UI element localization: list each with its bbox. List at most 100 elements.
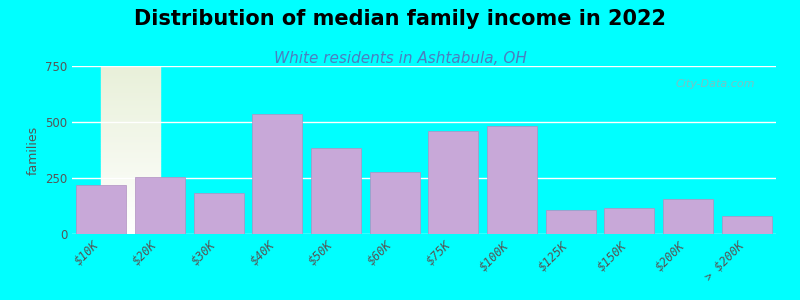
Bar [102, 120, 160, 122]
Bar [102, 153, 160, 155]
Bar [102, 197, 160, 199]
Bar [102, 211, 160, 212]
Bar [102, 180, 160, 182]
Bar [102, 128, 160, 130]
Bar [102, 136, 160, 138]
Bar [102, 195, 160, 197]
Bar [102, 94, 160, 96]
Bar [102, 220, 160, 222]
Bar [102, 189, 160, 190]
Bar [77, 185, 126, 234]
Bar [102, 148, 160, 150]
Bar [102, 164, 160, 165]
Bar [102, 158, 160, 160]
Bar [102, 68, 160, 69]
Bar [102, 130, 160, 131]
Bar [102, 113, 160, 115]
Bar [102, 76, 160, 78]
Bar [102, 81, 160, 83]
Bar [102, 108, 160, 110]
Bar [102, 212, 160, 214]
Bar [102, 222, 160, 224]
Bar [102, 101, 160, 103]
Bar [102, 106, 160, 108]
Bar [102, 103, 160, 105]
Bar [370, 172, 419, 234]
Bar [102, 175, 160, 177]
Bar [102, 142, 160, 143]
Bar [102, 110, 160, 111]
Bar [102, 118, 160, 120]
Bar [102, 165, 160, 167]
Bar [102, 93, 160, 94]
Bar [102, 131, 160, 133]
Bar [102, 122, 160, 123]
Bar [194, 193, 243, 234]
Bar [102, 78, 160, 80]
Bar [102, 185, 160, 187]
Bar [311, 148, 361, 234]
Bar [102, 105, 160, 106]
Bar [663, 199, 713, 234]
Bar [102, 160, 160, 162]
Bar [102, 178, 160, 180]
Bar [102, 177, 160, 178]
Bar [102, 184, 160, 185]
Bar [102, 231, 160, 232]
Bar [102, 170, 160, 172]
Bar [102, 204, 160, 206]
Bar [102, 85, 160, 86]
Bar [102, 214, 160, 215]
Text: Distribution of median family income in 2022: Distribution of median family income in … [134, 9, 666, 29]
Bar [102, 140, 160, 142]
Bar [135, 177, 185, 234]
Bar [102, 157, 160, 158]
Bar [102, 100, 160, 101]
Bar [102, 91, 160, 93]
Bar [102, 227, 160, 229]
Bar [546, 211, 595, 234]
Text: City-Data.com: City-Data.com [675, 80, 755, 89]
Bar [102, 73, 160, 74]
Bar [102, 215, 160, 217]
Bar [102, 167, 160, 169]
Bar [429, 131, 478, 234]
Bar [102, 152, 160, 153]
Bar [102, 83, 160, 85]
Bar [102, 127, 160, 128]
Bar [102, 133, 160, 135]
Bar [722, 216, 771, 234]
Bar [102, 200, 160, 202]
Bar [102, 232, 160, 234]
Bar [102, 217, 160, 219]
Bar [102, 206, 160, 207]
Bar [102, 173, 160, 175]
Bar [102, 86, 160, 88]
Text: White residents in Ashtabula, OH: White residents in Ashtabula, OH [274, 51, 526, 66]
Bar [102, 194, 160, 195]
Bar [605, 208, 654, 234]
Bar [102, 169, 160, 170]
Bar [253, 114, 302, 234]
Bar [102, 138, 160, 140]
Bar [102, 162, 160, 164]
Y-axis label: families: families [26, 125, 39, 175]
Bar [102, 89, 160, 91]
Bar [102, 98, 160, 100]
Bar [102, 202, 160, 204]
Bar [487, 127, 537, 234]
Bar [102, 155, 160, 157]
Bar [102, 135, 160, 136]
Bar [102, 66, 160, 68]
Bar [102, 96, 160, 98]
Bar [102, 187, 160, 189]
Bar [102, 192, 160, 194]
Bar [102, 88, 160, 89]
Bar [102, 111, 160, 113]
Bar [102, 74, 160, 76]
Bar [102, 71, 160, 73]
Bar [102, 116, 160, 118]
Bar [102, 199, 160, 200]
Bar [102, 207, 160, 209]
Bar [102, 182, 160, 184]
